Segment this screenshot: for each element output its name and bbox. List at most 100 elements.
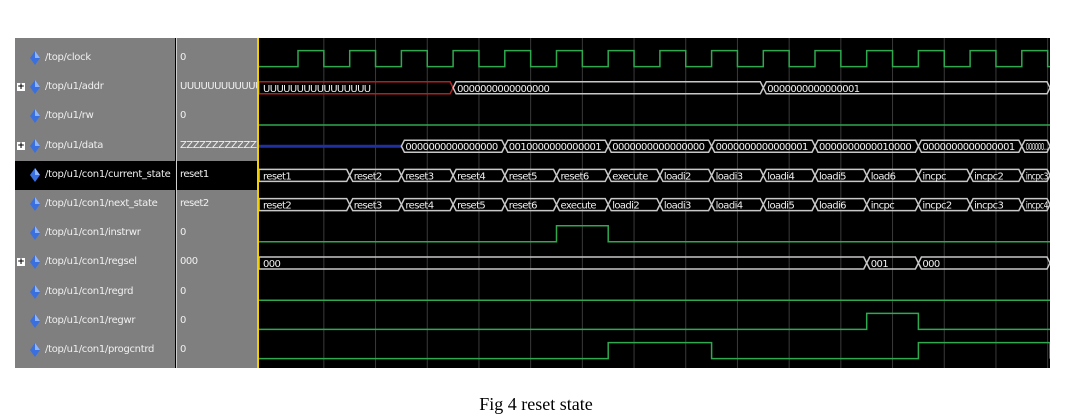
bus-value-label: UUUUUUUUUUUUUUUU bbox=[263, 84, 371, 95]
bus-value-label: 0010000000000001 bbox=[509, 142, 601, 153]
bus-value-label: loadi4 bbox=[716, 201, 743, 212]
signal-value: UUUUUUUUUUUUUUUU bbox=[180, 81, 258, 93]
signal-row[interactable]: + /top/u1/addr bbox=[15, 73, 175, 102]
signal-value-cell: 0 bbox=[177, 278, 258, 307]
bus-value-label: reset2 bbox=[263, 201, 291, 212]
signal-row[interactable]: /top/clock bbox=[15, 44, 175, 73]
bus-value-label: 000 bbox=[922, 259, 940, 270]
bus-value-label: 0000000000000000 bbox=[405, 142, 497, 153]
signal-value-cell: 000 bbox=[177, 248, 258, 277]
signal-row[interactable]: + /top/u1/con1/regsel bbox=[15, 248, 175, 277]
bus-value-label: reset5 bbox=[457, 201, 485, 212]
bus-segment bbox=[259, 256, 868, 270]
bus-value-label: incpc3 bbox=[974, 201, 1003, 212]
bus-value-label: reset6 bbox=[509, 201, 537, 212]
bus-value-label: reset1 bbox=[263, 171, 291, 182]
signal-value-cell: 0 bbox=[177, 307, 258, 336]
signal-name: /top/u1/con1/current_state bbox=[45, 168, 171, 180]
signal-diamond-icon bbox=[30, 138, 40, 153]
signal-diamond-icon bbox=[30, 109, 40, 124]
bus-value-label: 000000... bbox=[1026, 142, 1048, 153]
signal-row[interactable]: /top/u1/con1/instrwr bbox=[15, 219, 175, 248]
signal-diamond-icon bbox=[30, 313, 40, 328]
bus-value-label: loadi5 bbox=[819, 171, 846, 182]
bus-segment bbox=[1020, 139, 1050, 153]
signal-value-cell: 0 bbox=[177, 102, 258, 131]
bus-value-label: loadi2 bbox=[664, 171, 691, 182]
signal-row[interactable]: + /top/u1/data bbox=[15, 132, 175, 161]
bus-value-label: reset4 bbox=[457, 171, 485, 182]
bus-value-label: loadi5 bbox=[767, 201, 794, 212]
bus-segment bbox=[1020, 168, 1050, 183]
signal-diamond-icon bbox=[30, 343, 40, 357]
signal-value: 0 bbox=[180, 285, 186, 297]
signal-name: /top/u1/con1/progcntrd bbox=[45, 344, 155, 355]
signal-row[interactable]: /top/u1/rw bbox=[15, 102, 175, 131]
expand-icon[interactable]: + bbox=[17, 257, 25, 268]
bus-value-label: 000 bbox=[263, 259, 281, 270]
signal-value: 000 bbox=[180, 256, 198, 268]
wave-addr: UUUUUUUUUUUUUUUU 0000000000000000 00000000… bbox=[259, 81, 1050, 95]
signal-row[interactable]: /top/u1/con1/next_state bbox=[15, 190, 175, 219]
bus-segment bbox=[762, 81, 1050, 95]
signal-value-cell: reset2 bbox=[177, 190, 258, 219]
signal-name: /top/clock bbox=[45, 52, 91, 63]
signal-name: /top/u1/con1/regrd bbox=[45, 285, 134, 297]
signal-value-cell: reset1 bbox=[177, 160, 258, 190]
bus-value-label: execute bbox=[561, 201, 597, 212]
wave-regsel: 000 001 000 bbox=[259, 256, 1050, 270]
time-cursor[interactable] bbox=[257, 38, 259, 368]
signal-row[interactable]: /top/u1/con1/current_state bbox=[15, 160, 175, 190]
signal-row[interactable]: /top/u1/con1/regrd bbox=[15, 278, 175, 307]
wave-next_state: reset2 reset3 reset4 reset5 reset6 execute loa… bbox=[259, 197, 1050, 212]
signal-diamond-icon bbox=[30, 51, 40, 65]
bus-value-label: execute bbox=[612, 171, 648, 182]
signal-value-cell: 0 bbox=[177, 219, 258, 248]
signal-name: /top/u1/con1/regsel bbox=[45, 256, 137, 268]
signal-value: reset1 bbox=[180, 168, 209, 180]
signal-diamond-icon bbox=[30, 226, 40, 241]
bus-value-label: incpc3 bbox=[1026, 171, 1048, 182]
signal-value-cell: ZZZZZZZZZZZZZZZZ bbox=[177, 132, 258, 161]
signal-name: /top/u1/con1/instrwr bbox=[45, 227, 141, 239]
signal-value-cell: 0 bbox=[177, 336, 258, 365]
signal-row[interactable]: /top/u1/con1/regwr bbox=[15, 307, 175, 336]
signal-diamond-icon bbox=[30, 284, 40, 299]
bus-value-label: 0000000000010000 bbox=[819, 142, 911, 153]
signal-diamond-icon bbox=[30, 197, 40, 211]
signal-name: /top/u1/rw bbox=[45, 110, 94, 122]
signal-value: 0 bbox=[180, 110, 186, 122]
bus-value-label: loadi4 bbox=[767, 171, 794, 182]
signal-name: /top/u1/data bbox=[45, 139, 104, 151]
signal-name-panel: /top/clock + /top/u1/addr/top/u1/rw + /top/u… bbox=[15, 38, 175, 368]
signal-row[interactable]: /top/u1/con1/progcntrd bbox=[15, 336, 175, 365]
bus-value-label: 0000000000000000 bbox=[457, 84, 549, 95]
bit-trace bbox=[259, 312, 1050, 331]
signal-value-cell: UUUUUUUUUUUUUUUU bbox=[177, 73, 258, 102]
bit-trace bbox=[259, 341, 1050, 360]
waveform-area: UUUUUUUUUUUUUUUU 0000000000000000 00000000… bbox=[259, 38, 1050, 368]
signal-name: /top/u1/con1/next_state bbox=[45, 198, 158, 209]
wave-clock bbox=[259, 49, 1050, 68]
signal-value-panel: 0 UUUUUUUUUUUUUUUU 0 ZZZZZZZZZZZZZZZZ reset1… bbox=[176, 38, 258, 368]
signal-value: 0 bbox=[180, 344, 186, 355]
bit-trace bbox=[259, 225, 1050, 243]
wave-regwr bbox=[259, 312, 1050, 331]
signal-diamond-icon bbox=[30, 255, 40, 270]
expand-icon[interactable]: + bbox=[17, 140, 25, 151]
wave-current_state: reset1 reset2 reset3 reset4 reset5 reset6 exec… bbox=[259, 168, 1050, 183]
signal-value: 0 bbox=[180, 314, 186, 326]
wave-data: 0000000000000000 0010000000000001 00000000… bbox=[259, 139, 1050, 153]
bus-value-label: reset3 bbox=[354, 201, 382, 212]
signal-value: ZZZZZZZZZZZZZZZZ bbox=[180, 139, 258, 151]
wave-instrwr bbox=[259, 225, 1050, 243]
signal-name: /top/u1/addr bbox=[45, 81, 104, 93]
bus-value-label: incpc bbox=[871, 201, 895, 212]
signal-value: reset2 bbox=[180, 198, 209, 209]
bus-value-label: loadi3 bbox=[664, 201, 691, 212]
figure-caption: Fig 4 reset state bbox=[479, 394, 593, 414]
bus-value-label: loadi2 bbox=[612, 201, 639, 212]
expand-icon[interactable]: + bbox=[17, 82, 25, 93]
signal-diamond-icon bbox=[30, 167, 40, 182]
signal-diamond-icon bbox=[30, 80, 40, 95]
